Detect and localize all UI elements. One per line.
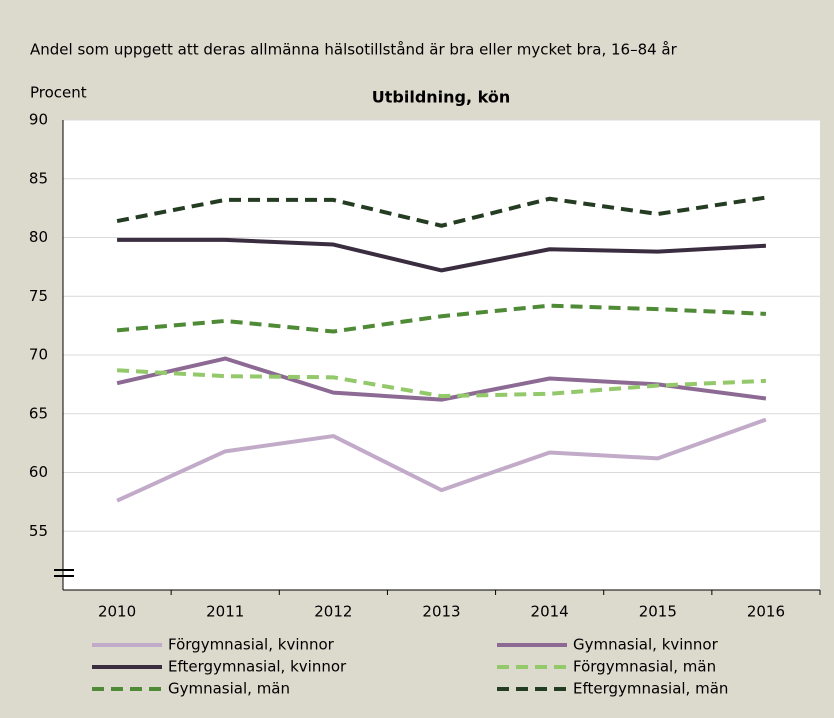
y-tick-label: 90: [29, 111, 48, 129]
x-tick-label: 2010: [98, 603, 136, 621]
legend-label: Eftergymnasial, män: [573, 680, 728, 698]
x-tick-label: 2012: [314, 603, 352, 621]
x-tick-label: 2015: [639, 603, 677, 621]
x-tick-label: 2013: [422, 603, 460, 621]
y-tick-label: 85: [29, 169, 48, 187]
legend-label: Förgymnasial, män: [573, 658, 716, 676]
legend-label: Gymnasial, män: [168, 680, 290, 698]
legend-label: Eftergymnasial, kvinnor: [168, 658, 347, 676]
y-tick-label: 55: [29, 522, 48, 540]
x-tick-label: 2016: [747, 603, 785, 621]
y-axis-label: Procent: [30, 84, 87, 102]
subtitle: Andel som uppgett att deras allmänna häl…: [30, 41, 678, 59]
y-tick-label: 80: [29, 228, 48, 246]
series-line: [116, 417, 767, 503]
legend-label: Gymnasial, kvinnor: [573, 636, 719, 654]
series-line: [116, 368, 767, 399]
y-tick-label: 75: [29, 287, 48, 305]
x-tick-label: 2011: [206, 603, 244, 621]
y-tick-label: 65: [29, 404, 48, 422]
x-tick-label: 2014: [531, 603, 569, 621]
chart-title: Utbildning, kön: [372, 88, 510, 107]
series-line: [116, 303, 767, 334]
y-tick-label: 70: [29, 346, 48, 364]
series-line: [116, 195, 767, 228]
series-line: [117, 237, 767, 273]
legend-label: Förgymnasial, kvinnor: [168, 636, 335, 654]
y-tick-label: 60: [29, 463, 48, 481]
